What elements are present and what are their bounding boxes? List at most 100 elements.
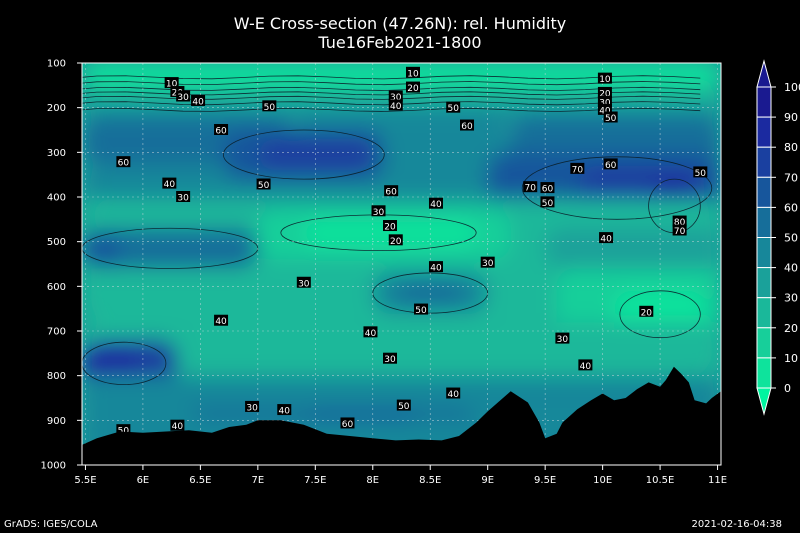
contour-line: [82, 101, 701, 106]
contour-label-text: 10: [407, 69, 419, 79]
y-tick-label: 200: [47, 103, 66, 114]
contour-label-text: 30: [246, 403, 258, 413]
x-tick-label: 10.5E: [646, 475, 675, 486]
contour-label-text: 30: [482, 259, 494, 269]
contour-label: 50: [693, 166, 708, 179]
contour-label-bg: [388, 99, 403, 111]
contour-label-bg: [371, 205, 386, 217]
contour-label-bg: [396, 399, 411, 411]
contour-label-bg: [540, 182, 555, 194]
contour-label-text: 40: [599, 106, 611, 116]
contour-label: 30: [176, 90, 191, 103]
y-tick-label: 300: [47, 148, 66, 159]
contour-label-text: 60: [542, 185, 554, 195]
contour-label-bg: [672, 215, 687, 227]
colorbar-label: 70: [784, 171, 798, 184]
contour-label-bg: [639, 305, 654, 317]
colorbar-segment: [756, 116, 772, 148]
x-tick-label: 10E: [593, 475, 612, 486]
contour-label-text: 40: [600, 235, 612, 245]
contour-label-text: 40: [164, 180, 176, 190]
contour-label: 40: [170, 419, 185, 432]
contour-label-text: 20: [641, 308, 653, 318]
contour-label: 50: [116, 424, 131, 437]
contour-label-text: 10: [599, 75, 611, 85]
x-tick-label: 11E: [708, 475, 727, 486]
contour-label: 60: [603, 158, 618, 171]
contour-label-text: 40: [215, 317, 227, 327]
x-tick-label: 6E: [137, 475, 150, 486]
contour-label-bg: [446, 101, 461, 113]
contour-label-bg: [191, 94, 206, 106]
contour-label-text: 70: [674, 227, 686, 237]
colorbar-label: 100: [784, 81, 800, 94]
x-tick-label: 9.5E: [534, 475, 556, 486]
contour-label-bg: [480, 256, 495, 268]
plot-frame: [81, 62, 722, 466]
contour-label-bg: [176, 191, 191, 202]
contour-label-bg: [262, 100, 277, 112]
contour-label: 70: [672, 224, 687, 237]
contour-label-text: 60: [342, 420, 354, 430]
colorbar-label: 80: [784, 141, 798, 154]
contour-label-bg: [388, 90, 403, 102]
colorbar-label: 90: [784, 111, 798, 124]
colorbar-label: 30: [784, 292, 798, 305]
contour-label: 30: [555, 332, 570, 345]
contour-label: 50: [256, 178, 271, 191]
y-tick-label: 600: [47, 282, 66, 293]
contour-label-text: 40: [580, 362, 592, 372]
contour-label: 30: [480, 256, 495, 269]
contour-label-text: 30: [599, 98, 611, 108]
contour-line: [82, 341, 167, 385]
x-tick-label: 8E: [366, 475, 379, 486]
contour-line: [82, 107, 701, 112]
contour-label: 30: [383, 352, 398, 365]
contour-label-bg: [693, 166, 708, 178]
field-layer: [82, 63, 721, 465]
field-blobs: [82, 63, 721, 465]
contour-label-text: 50: [118, 427, 130, 437]
contour-label-text: 50: [258, 181, 270, 191]
contour-label: 50: [446, 101, 461, 114]
contour-label: 40: [162, 177, 177, 190]
contour-label: 50: [396, 399, 411, 412]
contour-label-bg: [428, 261, 443, 273]
contour-label-text: 40: [192, 97, 204, 107]
colorbar-label: 0: [784, 382, 791, 395]
contour-label-text: 30: [177, 93, 189, 103]
contour-label: 80: [672, 215, 687, 228]
contour-label: 20: [597, 86, 612, 99]
contour-label-text: 30: [557, 335, 569, 345]
humidity-region: [82, 348, 143, 376]
contour-label-bg: [384, 185, 399, 197]
contour-label-bg: [245, 400, 260, 412]
contour-label-bg: [555, 332, 570, 344]
contour-line: [521, 156, 713, 220]
contour-label: 40: [388, 99, 403, 112]
contour-label-bg: [597, 86, 612, 98]
x-tick-label: 7E: [251, 475, 264, 486]
contour-label-text: 20: [384, 223, 396, 233]
contour-label: 40: [363, 326, 378, 339]
colorbar-segment: [756, 297, 772, 329]
contour-label-text: 40: [365, 329, 377, 339]
contour-label-bg: [599, 232, 614, 244]
humidity-region: [82, 63, 721, 86]
colorbar: 0 10 20 30 40 50 60 70 80 90 100: [756, 59, 800, 416]
contour-label: 20: [405, 81, 420, 94]
contour-label: 40: [446, 387, 461, 400]
colorbar-label: 10: [784, 352, 798, 365]
contour-label-text: 60: [215, 127, 227, 137]
contour-label-bg: [164, 77, 179, 89]
colorbar-label: 50: [784, 232, 798, 245]
contour-label-bg: [523, 181, 538, 193]
chart-subtitle: Tue16Feb2021-1800: [318, 33, 482, 52]
colorbar-label: 60: [784, 201, 798, 214]
colorbar-label: 40: [784, 262, 798, 275]
contour-label-bg: [383, 220, 398, 232]
contour-label-text: 30: [177, 194, 189, 204]
axes: 5.5E 6E 6.5E 7E 7.5E 8E 8.5E 9E 9.5E 10E 10.5E 11E 1…: [41, 59, 728, 487]
contour-label: 10: [597, 72, 612, 85]
contour-label-bg: [597, 103, 612, 115]
